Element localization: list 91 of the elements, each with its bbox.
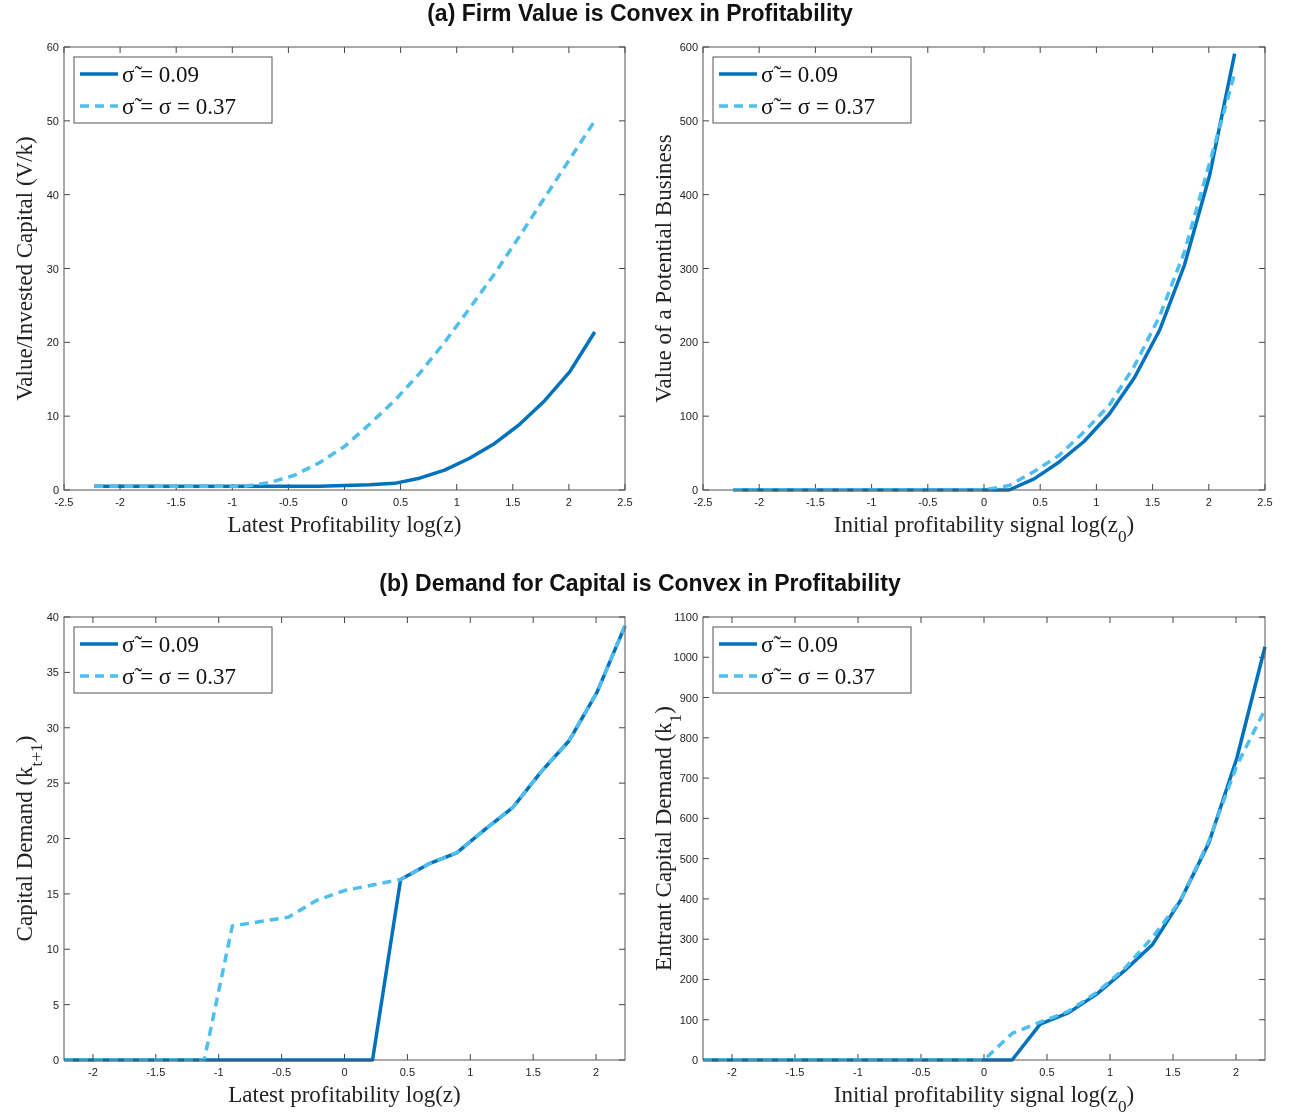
y-tick-label: 0 <box>52 1054 59 1066</box>
x-tick-label: -0.5 <box>911 1066 931 1078</box>
x-tick-label: 0 <box>980 496 988 508</box>
y-tick-label: 30 <box>46 721 59 734</box>
x-tick-label: 0 <box>341 496 348 508</box>
y-tick-label: 0 <box>691 1054 698 1066</box>
x-tick-label: -2 <box>754 496 765 508</box>
x-tick-label: -1.5 <box>166 496 186 508</box>
y-tick-label: 0 <box>691 484 698 496</box>
legend-label: σ̃ = 0.09 <box>761 632 839 657</box>
x-tick-label: 1 <box>453 496 460 508</box>
y-tick-label: 40 <box>46 188 59 201</box>
y-tick-label: 5 <box>52 998 59 1011</box>
x-tick-label: -1 <box>227 496 238 508</box>
x-tick-label: 1.5 <box>1144 496 1161 508</box>
x-tick-label: 0 <box>341 1066 348 1078</box>
x-tick-label: 2 <box>593 1066 600 1078</box>
x-tick-label: 0.5 <box>392 496 409 508</box>
x-tick-label: 2 <box>1232 1066 1240 1078</box>
y-tick-label: 35 <box>46 666 59 679</box>
y-tick-label: 10 <box>46 943 59 956</box>
x-axis-title: Initial profitability signal log(z$_{0}$) <box>833 1082 1135 1116</box>
legend-label: σ̃ = 0.09 <box>122 632 200 657</box>
legend-label: σ̃ = σ = 0.37 <box>122 94 236 119</box>
y-tick-label: 20 <box>46 336 59 349</box>
x-axis-title: Initial profitability signal log(z$_{0}$) <box>833 512 1135 546</box>
y-tick-label: 15 <box>46 887 59 900</box>
y-tick-label: 500 <box>679 114 698 127</box>
y-tick-label: 300 <box>679 933 698 946</box>
legend-label: σ̃ = 0.09 <box>122 62 200 87</box>
x-tick-label: -2 <box>115 496 125 508</box>
x-tick-label: 2.5 <box>1257 496 1273 508</box>
y-tick-label: 20 <box>46 832 59 845</box>
x-tick-label: 0.5 <box>1039 1066 1055 1078</box>
legend-label: σ̃ = 0.09 <box>761 62 839 87</box>
x-tick-label: 2.5 <box>617 496 633 508</box>
x-axis-title: Latest Profitability log(z) <box>227 512 462 537</box>
y-tick-label: 700 <box>679 772 698 785</box>
y-tick-label: 600 <box>679 41 698 53</box>
legend-label: σ̃ = σ = 0.37 <box>761 664 875 689</box>
x-axis-title: Latest profitability log(z) <box>228 1082 461 1107</box>
y-tick-label: 400 <box>679 892 698 905</box>
x-tick-label: -1.5 <box>146 1066 166 1078</box>
x-tick-label: 0.5 <box>399 1066 416 1078</box>
y-axis-title: Value of a Potential Business <box>651 134 676 403</box>
x-tick-label: 2 <box>1205 496 1212 508</box>
y-tick-label: 100 <box>679 1013 698 1026</box>
x-tick-label: 1 <box>467 1066 474 1078</box>
x-tick-label: -1 <box>853 1066 863 1078</box>
x-tick-label: -2.5 <box>693 496 713 508</box>
x-tick-label: -1.5 <box>805 496 825 508</box>
y-tick-label: 300 <box>679 262 698 275</box>
chart-title: (b) Demand for Capital is Convex in Profitability <box>379 570 901 596</box>
x-tick-label: -0.5 <box>278 496 298 508</box>
x-tick-label: -0.5 <box>918 496 938 508</box>
y-tick-label: 900 <box>679 691 698 704</box>
chart-title: (a) Firm Value is Convex in Profitability <box>427 0 853 26</box>
y-tick-label: 30 <box>46 262 59 275</box>
y-tick-label: 25 <box>46 777 59 790</box>
x-tick-label: 0 <box>980 1066 988 1078</box>
y-tick-label: 40 <box>46 611 59 623</box>
x-tick-label: 1.5 <box>505 496 521 508</box>
y-tick-label: 500 <box>679 852 698 865</box>
x-tick-label: -0.5 <box>272 1066 292 1078</box>
legend-label: σ̃ = σ = 0.37 <box>761 94 875 119</box>
y-tick-label: 0 <box>52 484 59 496</box>
y-tick-label: 800 <box>679 731 698 744</box>
x-tick-label: 1 <box>1106 1066 1114 1078</box>
x-tick-label: -2 <box>88 1066 98 1078</box>
legend-label: σ̃ = σ = 0.37 <box>122 664 236 689</box>
y-tick-label: 60 <box>46 41 59 53</box>
x-tick-label: 1.5 <box>1165 1066 1181 1078</box>
y-tick-label: 200 <box>679 973 698 986</box>
x-tick-label: 2 <box>565 496 572 508</box>
y-tick-label: 1000 <box>673 651 698 664</box>
y-tick-label: 600 <box>679 812 698 825</box>
y-tick-label: 1100 <box>674 611 698 623</box>
y-tick-label: 50 <box>46 114 59 127</box>
x-tick-label: 1.5 <box>525 1066 541 1078</box>
y-tick-label: 400 <box>679 188 698 201</box>
y-axis-title: Value/Invested Capital (V/k) <box>12 136 37 401</box>
y-tick-label: 10 <box>46 410 59 423</box>
y-tick-label: 200 <box>679 336 698 349</box>
x-tick-label: -2.5 <box>54 496 74 508</box>
x-tick-label: 1 <box>1093 496 1100 508</box>
x-tick-label: -1 <box>213 1066 224 1078</box>
x-tick-label: 0.5 <box>1032 496 1048 508</box>
x-tick-label: -1 <box>866 496 877 508</box>
y-tick-label: 100 <box>679 410 698 423</box>
x-tick-label: -1.5 <box>785 1066 805 1078</box>
x-tick-label: -2 <box>727 1066 737 1078</box>
